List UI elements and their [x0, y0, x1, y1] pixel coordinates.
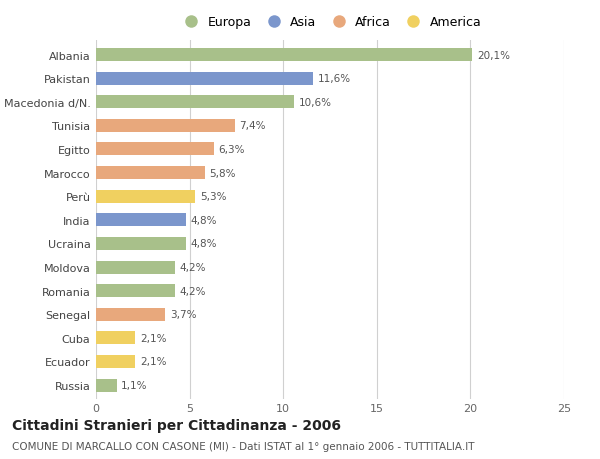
Text: 2,1%: 2,1% — [140, 357, 166, 367]
Text: 1,1%: 1,1% — [121, 380, 148, 390]
Text: 20,1%: 20,1% — [477, 50, 510, 61]
Bar — [96, 96, 295, 109]
Text: Cittadini Stranieri per Cittadinanza - 2006: Cittadini Stranieri per Cittadinanza - 2… — [12, 418, 341, 431]
Bar — [96, 285, 175, 297]
Text: 7,4%: 7,4% — [239, 121, 266, 131]
Text: 6,3%: 6,3% — [218, 145, 245, 155]
Bar — [96, 331, 136, 345]
Text: 4,8%: 4,8% — [191, 239, 217, 249]
Text: 4,2%: 4,2% — [179, 263, 206, 273]
Bar — [96, 261, 175, 274]
Text: COMUNE DI MARCALLO CON CASONE (MI) - Dati ISTAT al 1° gennaio 2006 - TUTTITALIA.: COMUNE DI MARCALLO CON CASONE (MI) - Dat… — [12, 441, 475, 451]
Text: 3,7%: 3,7% — [170, 309, 196, 319]
Text: 5,3%: 5,3% — [200, 192, 226, 202]
Bar — [96, 379, 116, 392]
Bar — [96, 355, 136, 368]
Bar — [96, 308, 165, 321]
Bar — [96, 214, 186, 227]
Bar — [96, 190, 195, 203]
Bar — [96, 237, 186, 250]
Text: 10,6%: 10,6% — [299, 98, 332, 107]
Legend: Europa, Asia, Africa, America: Europa, Asia, Africa, America — [176, 13, 484, 32]
Text: 5,8%: 5,8% — [209, 168, 236, 178]
Text: 11,6%: 11,6% — [318, 74, 351, 84]
Text: 2,1%: 2,1% — [140, 333, 166, 343]
Bar — [96, 49, 472, 62]
Text: 4,2%: 4,2% — [179, 286, 206, 296]
Text: 4,8%: 4,8% — [191, 215, 217, 225]
Bar — [96, 120, 235, 133]
Bar — [96, 167, 205, 179]
Bar — [96, 73, 313, 85]
Bar — [96, 143, 214, 156]
